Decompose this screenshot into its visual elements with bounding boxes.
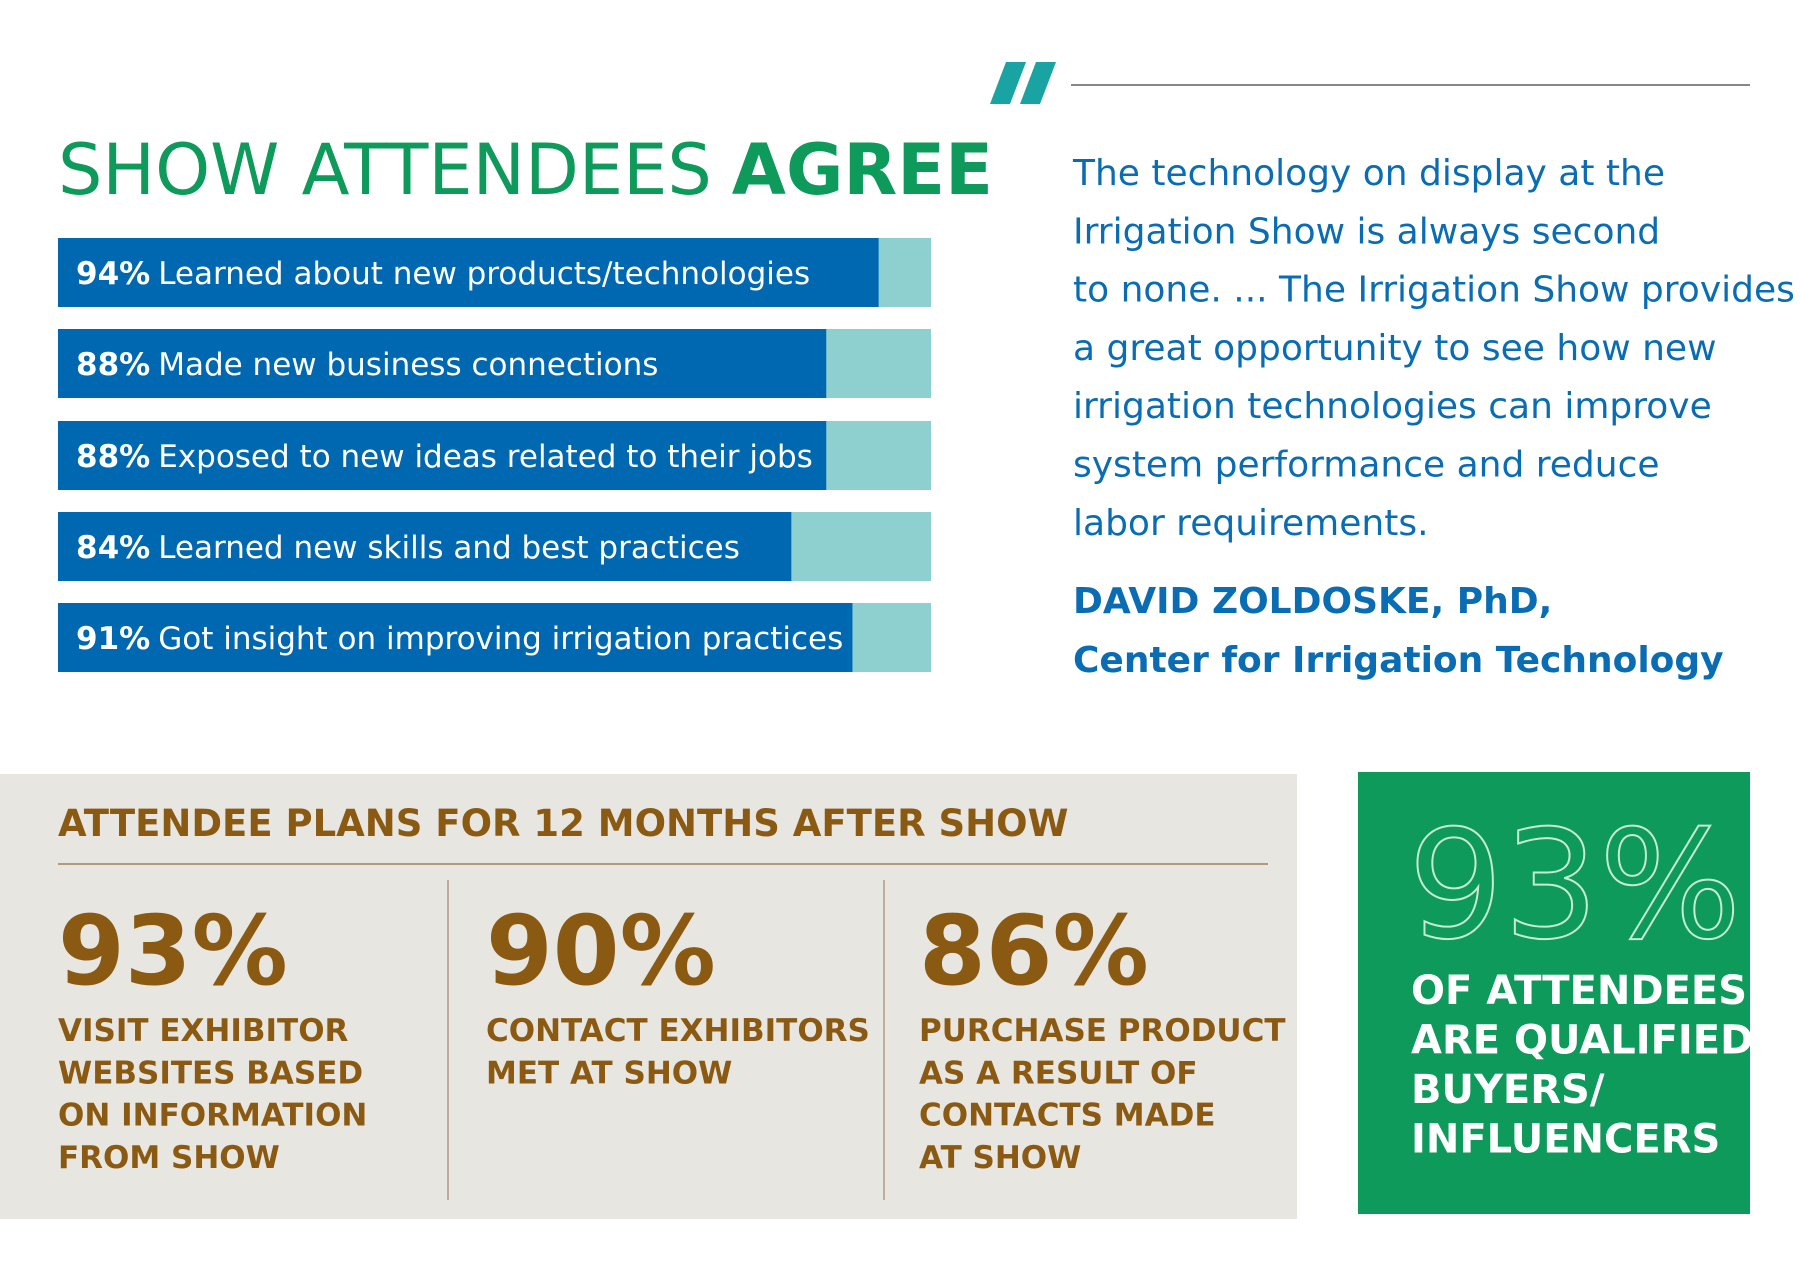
bar-label: 94% Learned about new products/technologi… [76, 256, 810, 292]
bar [58, 512, 792, 581]
plan-text: ON INFORMATION [58, 1098, 367, 1134]
bar-label: 91% Got insight on improving irrigation p… [76, 621, 843, 657]
plan-value: 86% [919, 895, 1149, 1007]
callout-value: 93% [1408, 799, 1741, 973]
quote-line: a great opportunity to see how new [1073, 328, 1717, 369]
quote-line: system performance and reduce [1073, 445, 1660, 486]
title-emphasis: AGREE [732, 129, 993, 211]
quote-line: labor requirements. [1073, 503, 1429, 544]
plan-value: 90% [486, 895, 716, 1007]
bar [58, 603, 853, 672]
quote-mark [990, 62, 1026, 104]
plan-text: MET AT SHOW [486, 1055, 732, 1091]
value-label: 84% [76, 530, 150, 566]
bar [58, 421, 827, 490]
plan-text: CONTACT EXHIBITORS [486, 1013, 870, 1049]
callout-text: ARE QUALIFIED [1411, 1018, 1753, 1064]
quote-author: DAVID ZOLDOSKE, PhD, [1073, 581, 1552, 622]
value-label: 88% [76, 347, 150, 383]
plans-title: ATTENDEE PLANS FOR 12 MONTHS AFTER SHOW [58, 802, 1068, 845]
plan-text: AS A RESULT OF [919, 1055, 1198, 1091]
plan-text: VISIT EXHIBITOR [58, 1013, 349, 1049]
quote-mark [1020, 62, 1056, 104]
plan-text: WEBSITES BASED [58, 1055, 363, 1091]
quote-line: irrigation technologies can improve [1073, 386, 1712, 427]
bar-label: 88% Exposed to new ideas related to their… [76, 439, 813, 475]
plan-value: 93% [58, 895, 288, 1007]
callout-panel [1358, 772, 1750, 1214]
plan-text: FROM SHOW [58, 1140, 280, 1176]
bar [58, 238, 879, 307]
category-label: Learned about new products/technologies [158, 256, 810, 292]
chart-title: SHOW ATTENDEES AGREE [58, 129, 993, 211]
title-text: SHOW ATTENDEES [58, 129, 712, 211]
plan-text: PURCHASE PRODUCT [919, 1013, 1286, 1049]
category-label: Learned new skills and best practices [158, 530, 740, 566]
callout-text: INFLUENCERS [1411, 1117, 1720, 1163]
value-label: 91% [76, 621, 150, 657]
callout-text: BUYERS/ [1411, 1067, 1605, 1113]
category-label: Got insight on improving irrigation prac… [158, 621, 843, 657]
plan-text: AT SHOW [919, 1140, 1081, 1176]
plans-panel [0, 774, 1297, 1219]
bar-label: 84% Learned new skills and best practices [76, 530, 740, 566]
plan-text: CONTACTS MADE [919, 1098, 1216, 1134]
quote-author: Center for Irrigation Technology [1073, 640, 1724, 681]
value-label: 88% [76, 439, 150, 475]
quote-line: to none. ... The Irrigation Show provide… [1073, 270, 1795, 311]
quote-line: The technology on display at the [1072, 153, 1665, 194]
category-label: Exposed to new ideas related to their jo… [158, 439, 813, 475]
category-label: Made new business connections [158, 347, 658, 383]
bar-label: 88% Made new business connections [76, 347, 658, 383]
callout-text: OF ATTENDEES [1411, 968, 1747, 1014]
bar [58, 329, 827, 398]
quote-line: Irrigation Show is always second [1073, 211, 1660, 252]
value-label: 94% [76, 256, 150, 292]
